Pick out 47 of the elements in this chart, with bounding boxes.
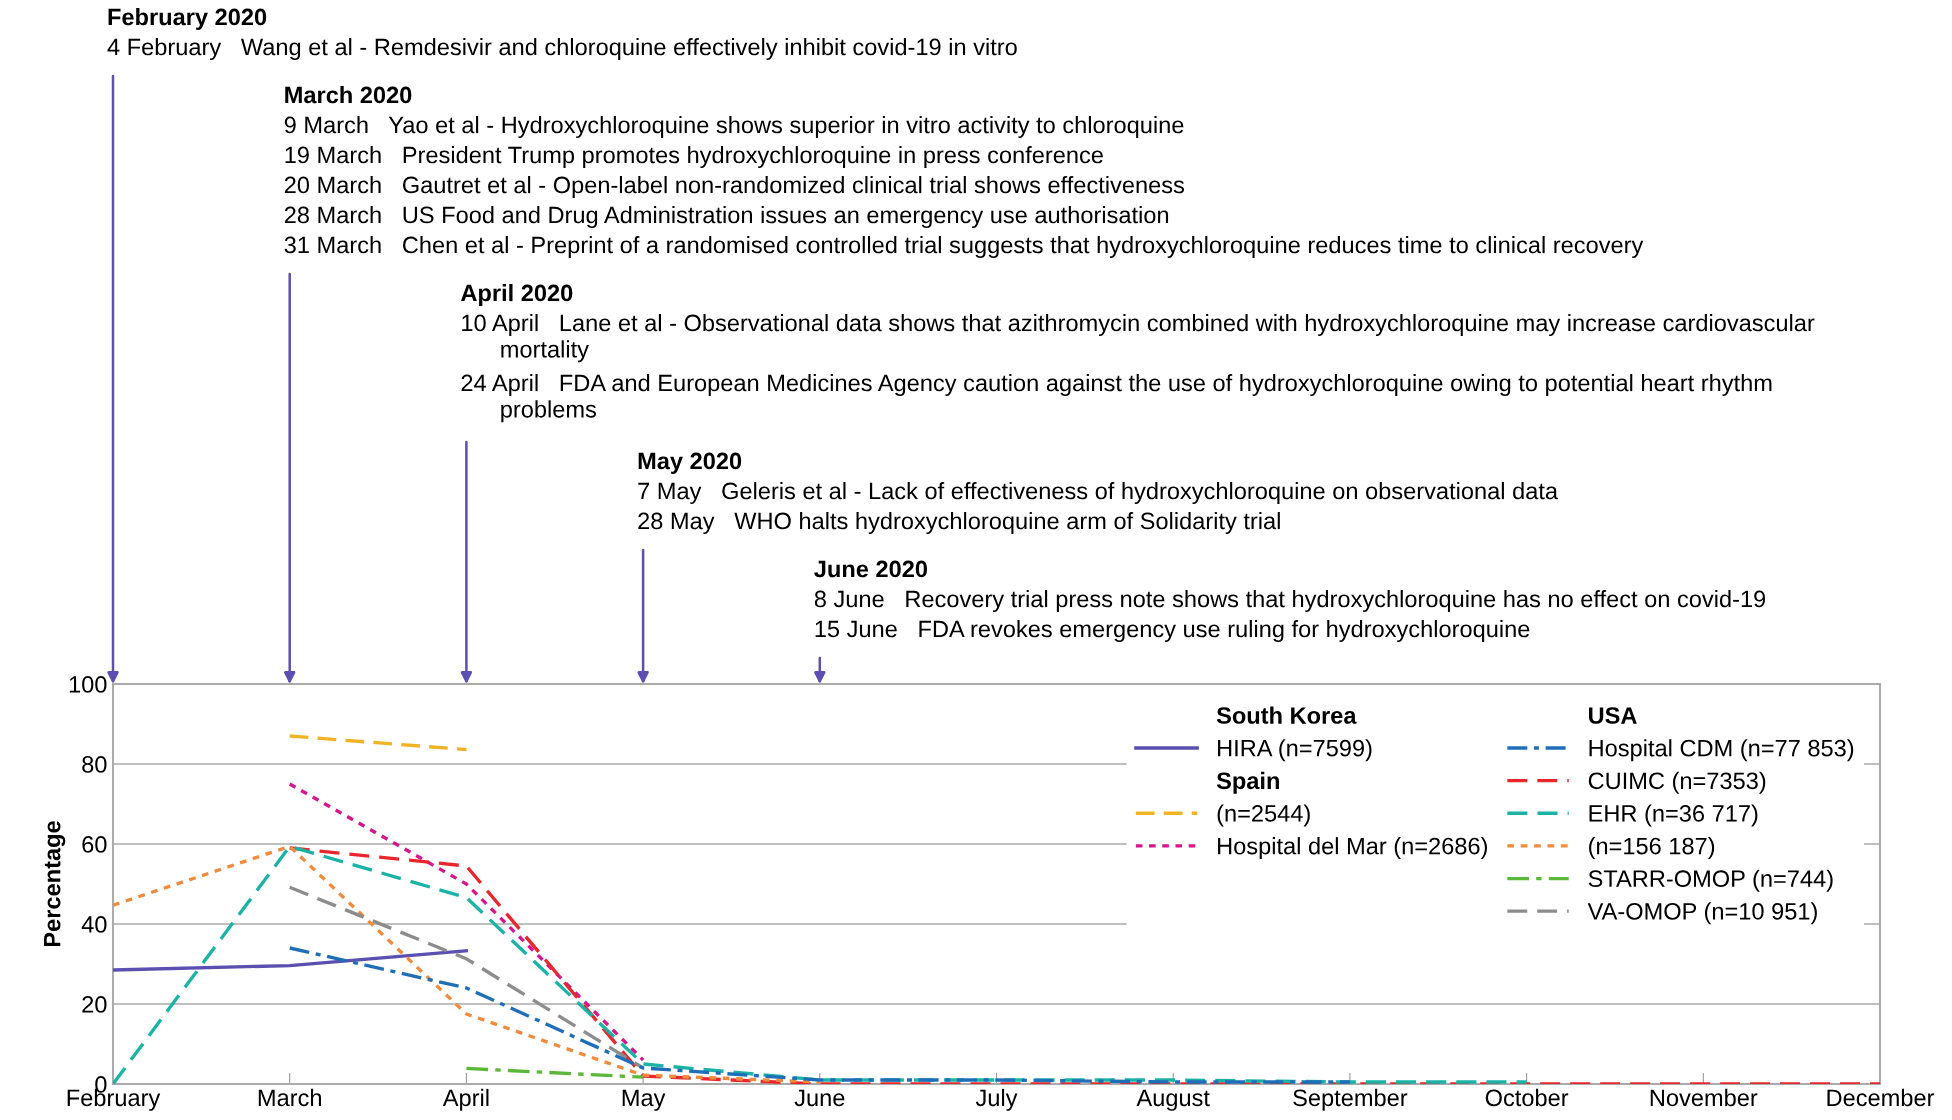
annotation: South Korea [1216, 706, 1357, 724]
text: 7 May Geleris et al - Lack of effectiveness of hydroxychloroquine on observational data [638, 482, 1559, 505]
y-tick-label: 60 [82, 836, 107, 853]
text: March 2020 [285, 86, 412, 104]
text: 9 March Yao et al - Hydroxychloroquine shows superior in vitro activity to chloroquine [284, 116, 1184, 139]
x-tick-label: November [1650, 1088, 1758, 1107]
text: February 2020 [108, 8, 267, 31]
line-series [113, 844, 822, 1084]
annotation: Spain [1216, 771, 1279, 794]
y-tick-label: 100 [69, 676, 107, 693]
text: 19 March President Trump promotes hydroxychloroquine in press conference [285, 146, 1103, 169]
x-tick-label: August [1136, 1089, 1210, 1111]
text: 4 February Wang et al - Remdesivir and chloroquine effectively inhibit covid-19 in vitro [107, 38, 1017, 61]
legend-label: STARR-OMOP (n=744) [1588, 869, 1833, 892]
legend-label: (n=156 187) [1589, 837, 1715, 860]
text: 15 June FDA revokes emergency use ruling for hydroxychloroquine [815, 620, 1530, 643]
legend-label: Hospital CDM (n=77 853) [1589, 739, 1854, 762]
text: April 2020 [460, 284, 573, 307]
text: 28 March US Food and Drug Administration issues an emergency use authorisation [284, 206, 1169, 229]
annotation: USA [1589, 707, 1637, 724]
text: 24 April FDA and European Medicines Agency caution against the use of hydroxychloroquine owing to potential heart rhythm problems [461, 374, 1772, 423]
x-tick-label: October [1485, 1088, 1569, 1107]
x-tick-label: July [975, 1088, 1018, 1111]
y-tick-label: 40 [81, 916, 107, 933]
legend-label: VA-OMOP (n=10 951) [1587, 902, 1817, 925]
line-series [288, 946, 1352, 1084]
x-tick-label: December [1827, 1088, 1935, 1107]
y-tick-label: 20 [82, 996, 107, 1013]
legend-label: Hospital del Mar (n=2686) [1218, 837, 1487, 860]
text: 31 March Chen et al - Preprint of a randomised controlled trial suggests that hydroxychloroquine reduces time to clinical recovery [284, 236, 1644, 259]
text: 8 June Recovery trial press note shows that hydroxychloroquine has no effect on covid-19 [814, 590, 1766, 613]
x-tick-label: June [794, 1089, 845, 1107]
y-axis-title: Percentage [44, 821, 66, 947]
text: 10 April Lane et al - Observational data shows that azithromycin combined with hydroxychloroquine may increase cardiovascular mortality [462, 314, 1815, 363]
text: May 2020 [638, 452, 742, 475]
legend-label: CUIMC (n=7353) [1588, 771, 1766, 794]
text: 20 March Gautret et al - Open-label non-randomized clinical trial shows effectiveness [284, 176, 1185, 199]
x-tick-label: April [442, 1088, 489, 1111]
legend-label: EHR (n=36 717) [1589, 804, 1758, 827]
text: 28 May WHO halts hydroxychloroquine arm of Solidarity trial [638, 512, 1280, 535]
x-tick-label: September [1293, 1088, 1408, 1111]
x-tick-label: May [622, 1089, 666, 1111]
x-tick-label: March [258, 1088, 321, 1107]
y-tick-label: 80 [82, 756, 107, 773]
legend-label: HIRA (n=7599) [1218, 739, 1372, 762]
legend-label: (n=2544) [1217, 804, 1310, 827]
text: June 2020 [814, 560, 928, 578]
